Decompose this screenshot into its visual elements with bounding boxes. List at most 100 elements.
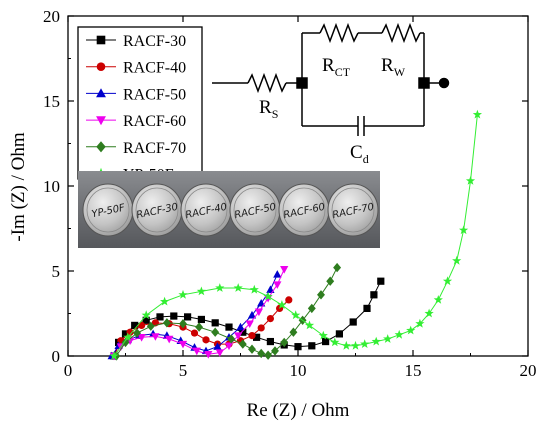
x-tick-label: 5 xyxy=(179,361,188,380)
data-point-racf-70 xyxy=(121,337,130,348)
data-point-racf-60 xyxy=(245,320,254,329)
data-point-yp-50f xyxy=(383,334,393,343)
y-tick-label: 20 xyxy=(43,7,60,26)
data-point-yp-50f xyxy=(424,308,434,318)
data-point-racf-50 xyxy=(247,310,257,319)
data-point-yp-50f xyxy=(433,295,443,304)
resistor-rct xyxy=(319,22,359,44)
axes: 0 5 10 15 20 0 5 10 15 20 xyxy=(43,7,537,380)
data-point-racf-60 xyxy=(215,349,224,357)
data-point-racf-30 xyxy=(370,291,378,299)
series-line-yp-50f xyxy=(113,114,478,357)
data-point-yp-50f xyxy=(141,310,151,320)
data-point-racf-70 xyxy=(271,346,279,356)
data-point-yp-50f xyxy=(304,320,315,330)
data-point-racf-30 xyxy=(156,313,164,321)
data-point-racf-50 xyxy=(236,322,245,331)
data-point-racf-30 xyxy=(253,333,261,341)
equivalent-circuit xyxy=(212,22,450,136)
data-point-racf-30 xyxy=(239,328,247,336)
y-tick-label: 10 xyxy=(43,177,60,196)
data-point-yp-50f xyxy=(109,351,119,360)
data-point-yp-50f xyxy=(215,283,225,292)
circuit-node-right xyxy=(418,77,430,89)
coin-rim xyxy=(86,187,130,233)
data-point-yp-50f xyxy=(196,286,206,296)
x-axis-label: Re (Z) / Ohm xyxy=(247,400,350,421)
data-point-racf-60 xyxy=(192,347,201,356)
data-point-racf-70 xyxy=(280,337,289,348)
data-point-racf-70 xyxy=(211,327,220,337)
y-tick-label: 0 xyxy=(52,347,61,366)
data-point-racf-40 xyxy=(138,321,146,329)
data-point-racf-50 xyxy=(213,342,222,350)
legend-label-racf-70: RACF-70 xyxy=(123,140,186,157)
x-tick-label: 20 xyxy=(520,361,537,380)
data-point-yp-50f xyxy=(371,336,381,346)
data-point-racf-30 xyxy=(211,319,219,327)
data-point-racf-70 xyxy=(195,322,204,332)
data-point-yp-50f xyxy=(442,276,453,286)
label-rw: RW xyxy=(381,55,406,79)
data-point-yp-50f xyxy=(465,176,476,185)
coin-rim xyxy=(184,187,228,233)
legend-marker-racf-70 xyxy=(96,141,106,153)
data-point-yp-50f xyxy=(291,310,301,320)
data-point-racf-70 xyxy=(238,339,247,349)
data-point-racf-30 xyxy=(266,337,274,346)
y-axis-label: -Im (Z) / Ohm xyxy=(8,132,29,241)
series-racf-50 xyxy=(107,270,282,360)
data-point-racf-40 xyxy=(266,315,274,323)
data-point-racf-30 xyxy=(363,304,371,312)
series-racf-70 xyxy=(112,262,342,361)
series-line-racf-30 xyxy=(113,280,382,357)
data-point-racf-70 xyxy=(317,290,325,300)
data-point-yp-50f xyxy=(123,332,133,342)
data-point-yp-50f xyxy=(452,255,462,265)
data-point-racf-30 xyxy=(322,337,330,346)
data-point-racf-30 xyxy=(349,318,357,326)
data-point-racf-30 xyxy=(121,330,130,338)
coin-rim xyxy=(331,187,375,233)
coin-cell: RACF-70 xyxy=(327,183,379,237)
coin-rim xyxy=(233,187,277,233)
coin-cell-photo: YP-50F RACF-30 RACF-40 RACF-50 RACF-60 RACF-7… xyxy=(78,171,380,248)
y-tick-label: 15 xyxy=(43,92,60,111)
data-point-racf-40 xyxy=(190,329,199,337)
data-point-racf-30 xyxy=(225,323,233,331)
data-point-yp-50f xyxy=(406,325,416,335)
legend-marker-racf-60 xyxy=(96,116,106,126)
data-point-yp-50f xyxy=(472,109,482,119)
data-point-racf-60 xyxy=(151,333,160,341)
data-point-racf-60 xyxy=(178,340,188,349)
data-point-yp-50f xyxy=(459,225,469,235)
data-point-racf-30 xyxy=(197,315,205,324)
data-point-yp-50f xyxy=(233,283,243,292)
coin-cell: RACF-30 xyxy=(131,183,183,237)
data-point-yp-50f xyxy=(330,337,340,347)
coin-rim xyxy=(135,187,179,233)
data-point-racf-30 xyxy=(131,321,139,329)
data-point-racf-60 xyxy=(224,342,234,351)
data-point-yp-50f xyxy=(350,340,361,350)
data-point-racf-30 xyxy=(377,277,385,285)
x-tick-label: 10 xyxy=(290,361,307,380)
circuit-terminal xyxy=(438,77,450,89)
label-cd: Cd xyxy=(350,142,369,166)
data-point-racf-30 xyxy=(184,313,192,321)
circuit-node-left xyxy=(296,77,308,89)
legend-label-racf-40: RACF-40 xyxy=(123,60,186,77)
data-point-racf-30 xyxy=(170,312,178,320)
data-point-racf-50 xyxy=(273,270,282,278)
x-tick-label: 0 xyxy=(64,361,73,380)
coin-rim xyxy=(282,187,326,233)
data-point-racf-60 xyxy=(137,334,146,342)
series-racf-60 xyxy=(109,266,289,361)
data-point-racf-70 xyxy=(179,319,187,329)
data-point-racf-70 xyxy=(289,327,298,337)
data-point-racf-60 xyxy=(273,281,282,289)
legend-marker-racf-40 xyxy=(96,62,106,71)
legend-marker-racf-50 xyxy=(96,88,106,98)
data-point-racf-70 xyxy=(248,344,256,354)
data-point-racf-60 xyxy=(254,308,264,317)
